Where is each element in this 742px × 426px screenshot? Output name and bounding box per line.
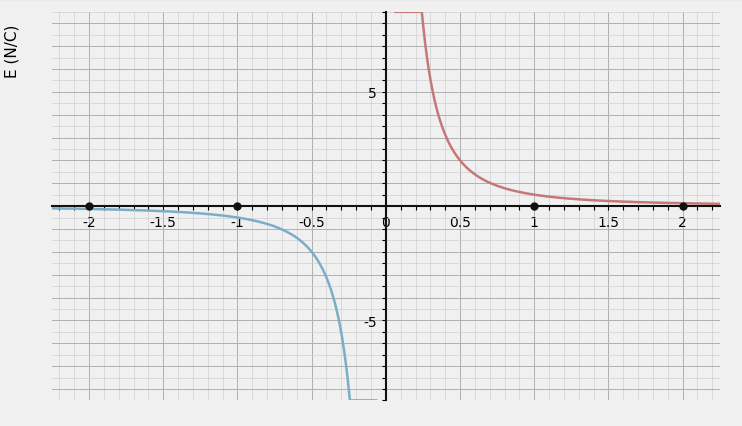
Text: E (N/C): E (N/C) xyxy=(4,24,19,78)
